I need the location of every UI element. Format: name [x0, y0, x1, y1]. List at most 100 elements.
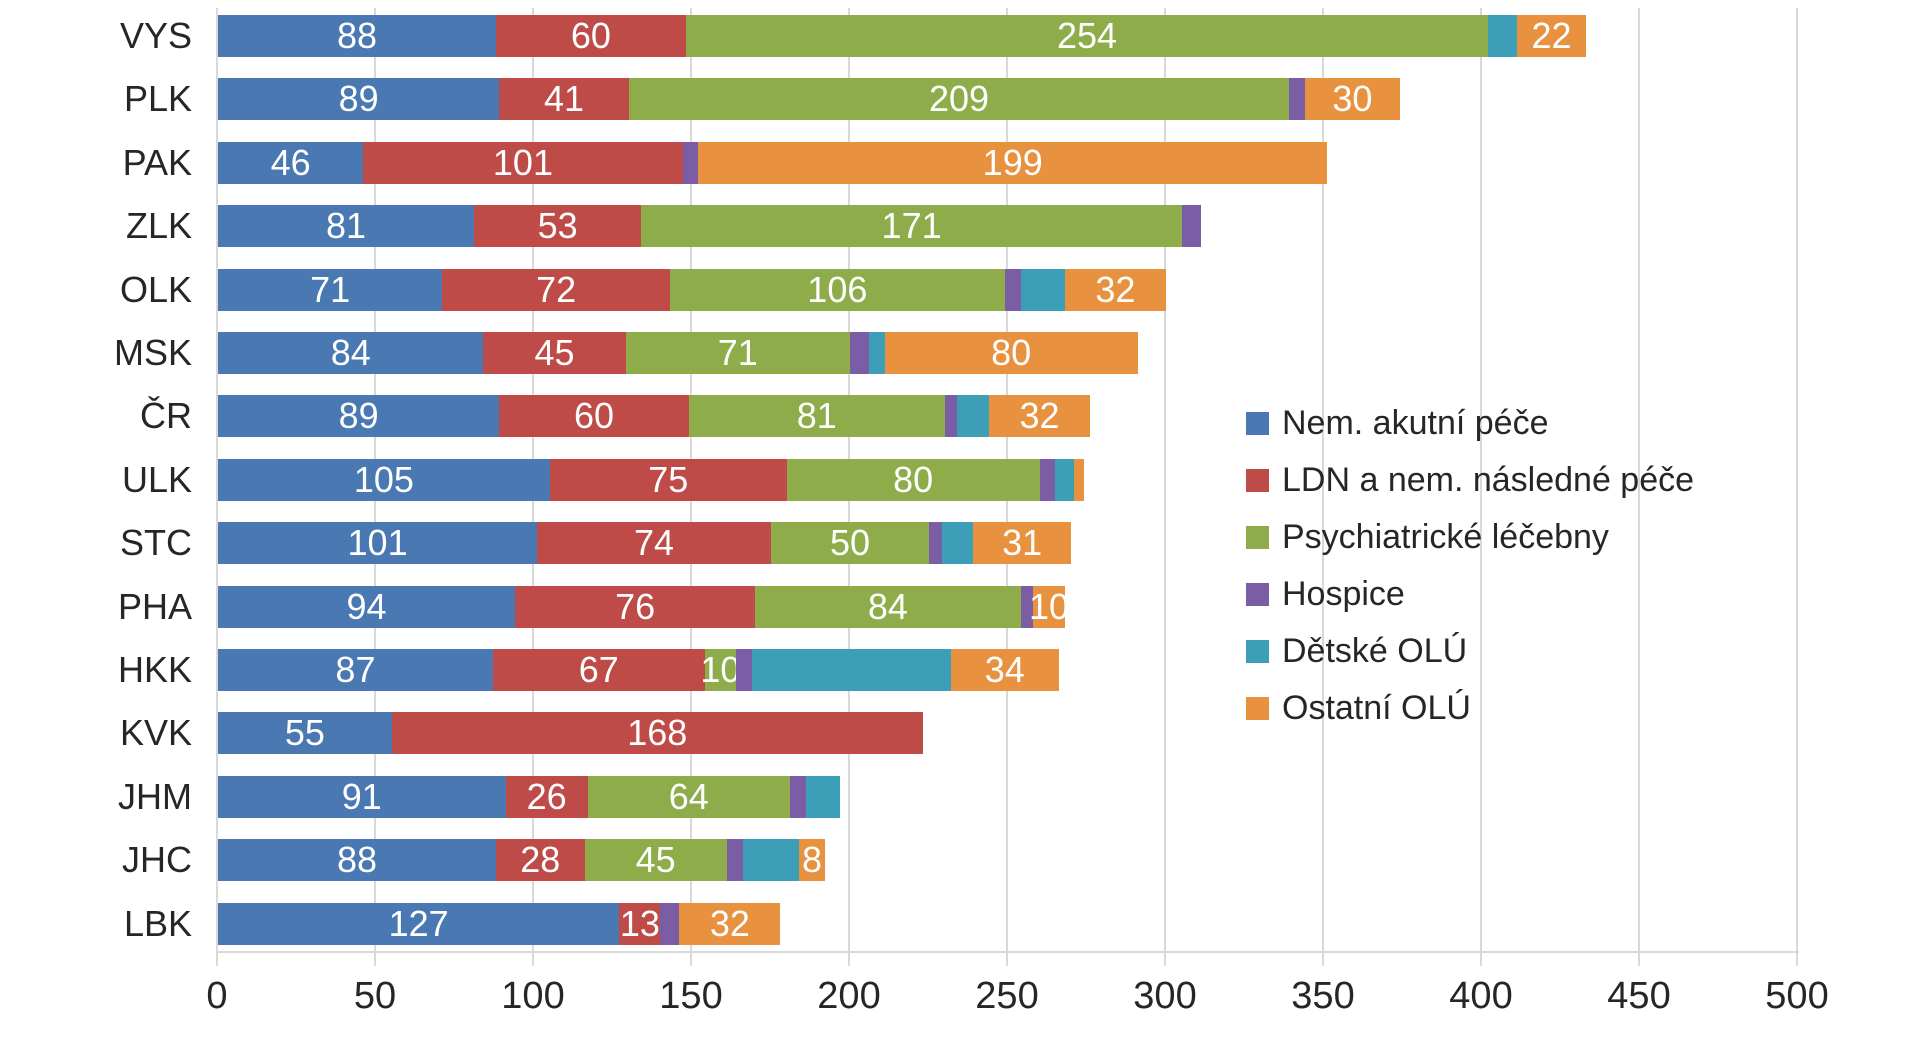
category-label: JHC [122, 839, 192, 881]
legend-label: LDN a nem. následné péče [1282, 461, 1695, 499]
value-label: 64 [668, 775, 709, 817]
bar-segment [1289, 78, 1306, 121]
x-tick-label: 350 [1291, 975, 1355, 1017]
bar-segment [1055, 458, 1075, 501]
bar-segment [944, 395, 958, 438]
bar-row: 91 26 64 [218, 775, 841, 818]
bar-row: 81 53 171 [218, 205, 1201, 248]
bar-segment: 31 [973, 522, 1072, 565]
category-label: LBK [123, 902, 192, 944]
bar-segment: 34 [951, 649, 1059, 691]
bar-segment [752, 649, 952, 691]
x-tick-label: 250 [975, 975, 1039, 1017]
category-label: MSK [113, 332, 192, 373]
x-axis-tick [1480, 951, 1482, 966]
legend-label: Nem. akutní péče [1282, 404, 1549, 442]
bar-segment [941, 522, 974, 565]
bar-segment: 76 [515, 585, 756, 628]
x-axis-tick [532, 951, 534, 966]
x-axis-tick [374, 951, 376, 966]
value-label: 80 [893, 458, 934, 500]
value-label: 84 [330, 332, 371, 373]
x-axis-tick [1322, 951, 1324, 966]
bar-segment: 13 [619, 902, 661, 945]
gridline [216, 8, 218, 951]
bar-segment: 84 [755, 585, 1021, 628]
value-label: 75 [648, 458, 689, 500]
bar-row: 55 168 [218, 712, 923, 755]
legend-item: Psychiatrické léčebny [1246, 518, 1609, 557]
gridline [1322, 8, 1324, 951]
value-label: 53 [537, 205, 578, 247]
bar-row: 71 72 106 32 [218, 268, 1166, 311]
bar-segment: 94 [218, 585, 516, 628]
x-axis-tick [848, 951, 850, 966]
bar-segment: 32 [1064, 268, 1166, 311]
value-label: 94 [346, 585, 387, 627]
bar-row: 101 74 50 31 [218, 522, 1072, 565]
bar-segment [660, 902, 680, 945]
bar-segment [1488, 15, 1517, 57]
bar-segment: 74 [537, 522, 771, 565]
x-tick-label: 100 [501, 975, 565, 1017]
value-label: 91 [341, 775, 382, 817]
value-label: 31 [1002, 522, 1043, 564]
bar-segment: 209 [628, 78, 1290, 121]
legend-label: Hospice [1282, 575, 1405, 613]
bar-segment [868, 332, 885, 374]
bar-segment: 8 [799, 839, 825, 882]
value-label: 46 [270, 141, 311, 183]
legend-item: LDN a nem. následné péče [1246, 461, 1694, 500]
legend-swatch [1246, 526, 1269, 549]
category-label: VYS [119, 15, 192, 56]
value-label: 76 [615, 585, 656, 627]
bar-row: 84 45 71 80 [218, 332, 1138, 374]
bar-segment: 101 [218, 522, 538, 565]
bar-segment: 71 [218, 268, 443, 311]
category-label: HKK [117, 649, 192, 690]
bar-segment: 89 [218, 78, 500, 121]
legend-swatch [1246, 583, 1269, 606]
bar-segment: 32 [989, 395, 1091, 438]
value-label: 72 [536, 268, 577, 310]
value-label: 34 [984, 649, 1025, 690]
value-label: 60 [574, 395, 615, 437]
bar-segment: 171 [641, 205, 1182, 248]
value-label: 50 [829, 522, 871, 564]
x-tick-label: 500 [1765, 975, 1829, 1017]
bar-segment: 80 [884, 332, 1138, 374]
value-label: 13 [619, 902, 660, 944]
bar-segment: 60 [499, 395, 689, 438]
bar-segment: 89 [218, 395, 500, 438]
bar-segment [736, 649, 753, 691]
value-label: 60 [570, 15, 611, 56]
category-label: ZLK [125, 205, 192, 247]
x-tick-label: 300 [1133, 975, 1197, 1017]
bar-segment: 72 [442, 268, 670, 311]
bar-segment [789, 775, 806, 818]
bar-segment [682, 141, 699, 184]
bar-segment: 28 [496, 839, 585, 882]
bar-segment: 67 [492, 649, 705, 691]
value-label: 81 [325, 205, 366, 247]
bar-segment [726, 839, 743, 882]
legend-swatch [1246, 412, 1269, 435]
value-label: 88 [337, 839, 378, 881]
bar-segment: 10 [700, 649, 740, 691]
bar-row: 46 101 199 [218, 141, 1328, 184]
value-label: 87 [335, 649, 376, 690]
bar-segment: 75 [549, 458, 787, 501]
x-axis-tick [1796, 951, 1798, 966]
bar-segment [1020, 585, 1034, 628]
bar-segment: 22 [1516, 15, 1587, 57]
x-axis-tick [1006, 951, 1008, 966]
value-label: 199 [982, 141, 1043, 183]
value-label: 32 [1019, 395, 1060, 437]
bar-segment [1004, 268, 1021, 311]
bar-segment: 101 [363, 141, 683, 184]
x-axis-tick [216, 951, 218, 966]
value-label: 71 [310, 268, 351, 310]
value-label: 80 [991, 332, 1032, 373]
value-label: 209 [928, 78, 990, 120]
